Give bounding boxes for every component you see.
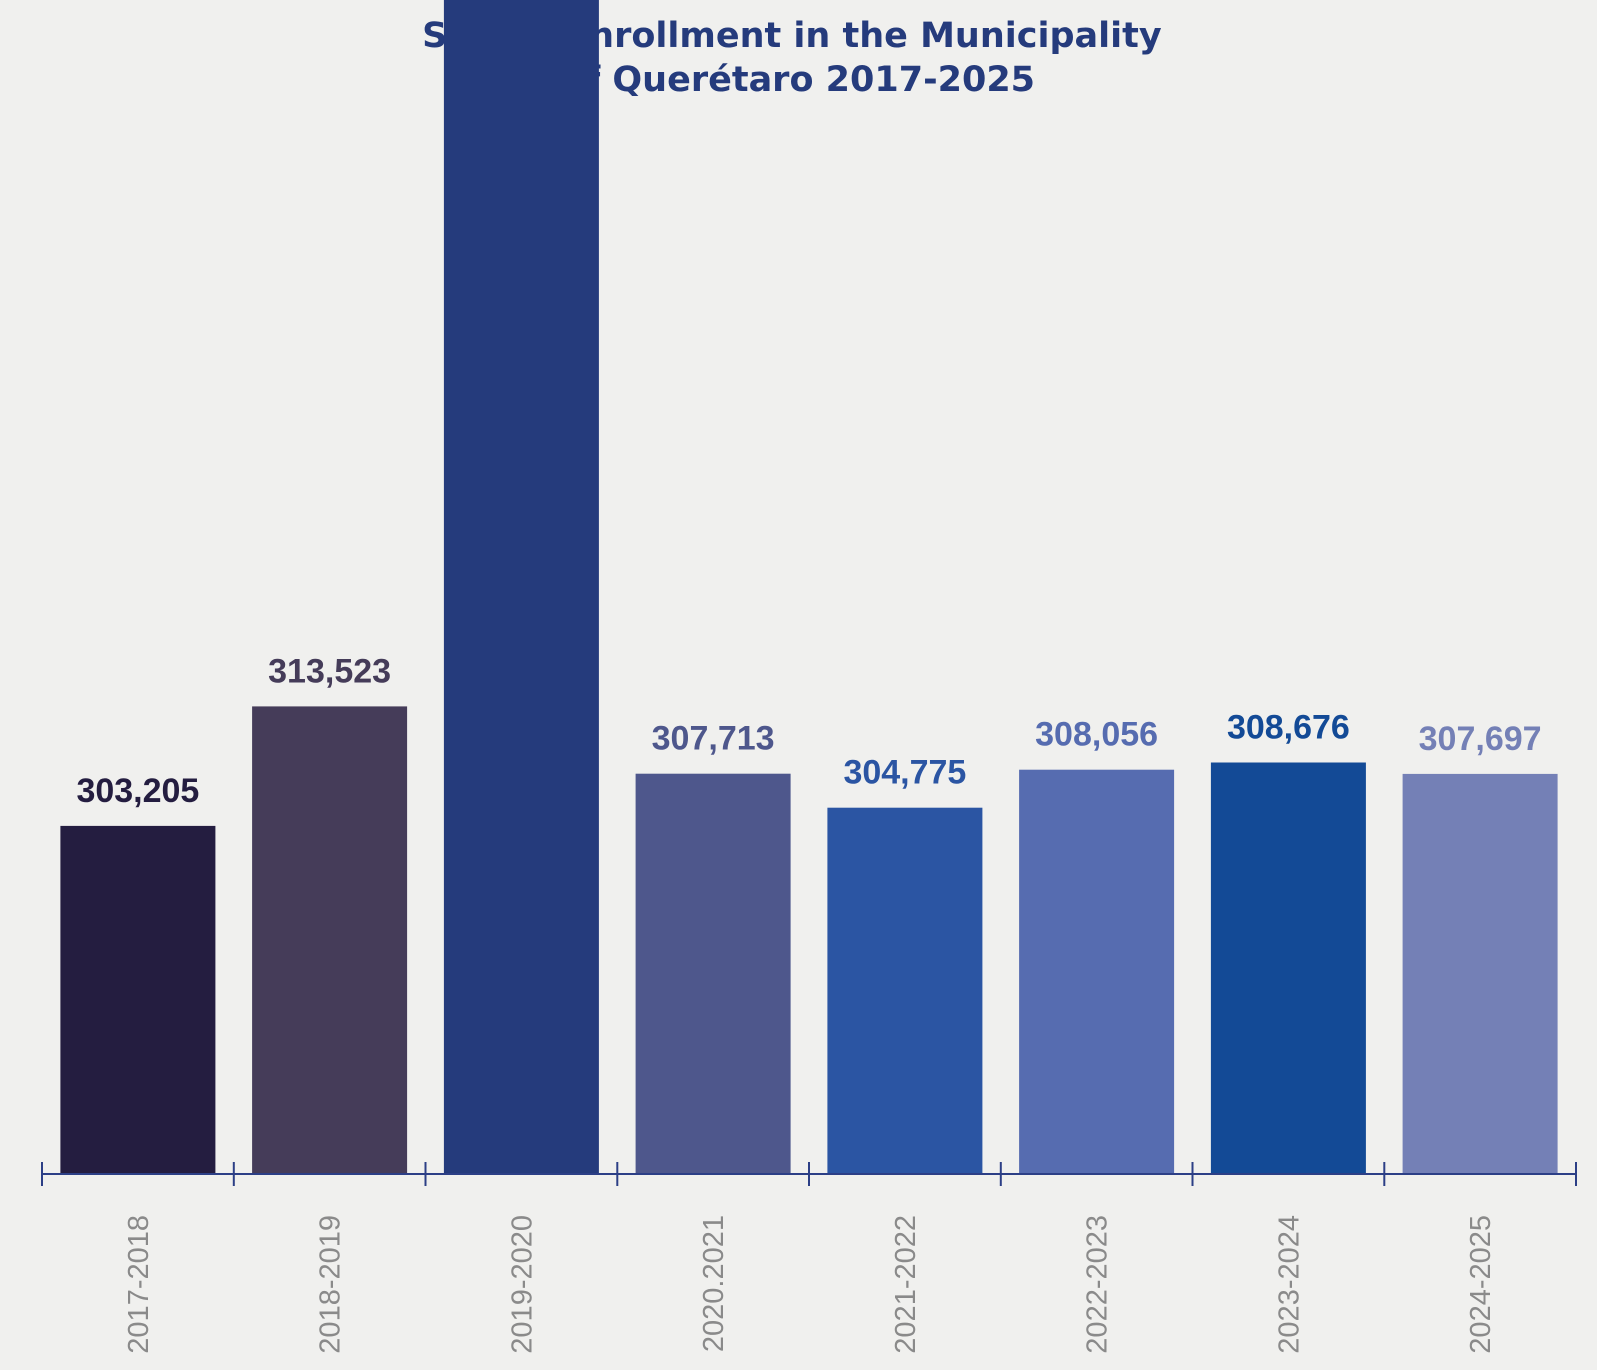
bar-2021-2022: [827, 807, 983, 1174]
x-tick-label-2022-2023: 2022-2023: [1082, 1215, 1114, 1354]
value-label-2022-2023: 308,056: [1035, 716, 1158, 754]
x-tick-label-2018-2019: 2018-2019: [315, 1215, 347, 1354]
bar-2020.2021: [635, 773, 791, 1174]
x-tick-label-2023-2024: 2023-2024: [1273, 1215, 1305, 1354]
bar-2022-2023: [1019, 769, 1175, 1174]
x-tick-label-2020.2021: 2020.2021: [698, 1215, 730, 1352]
value-labels-layer: 303,205313,523391,064307,713304,775308,0…: [76, 652, 1542, 810]
value-label-2023-2024: 308,676: [1227, 709, 1350, 747]
bar-2024-2025: [1402, 773, 1558, 1174]
value-label-2018-2019: 313,523: [268, 652, 391, 690]
x-tick-label-2021-2022: 2021-2022: [890, 1215, 922, 1354]
value-label-2024-2025: 307,697: [1419, 720, 1542, 758]
bar-2019-2020: [443, 0, 599, 1174]
value-label-2020.2021: 307,713: [652, 720, 775, 758]
value-label-2017-2018: 303,205: [76, 772, 199, 810]
x-tick-label-2017-2018: 2017-2018: [123, 1215, 155, 1354]
x-tick-label-2024-2025: 2024-2025: [1465, 1215, 1497, 1354]
bar-2023-2024: [1210, 762, 1366, 1174]
x-tick-labels: 2017-2018 2018-2019 2019-2020 2020.2021 2021…: [123, 1215, 1497, 1354]
bars-layer: [60, 0, 1558, 1174]
x-axis: [41, 1162, 1577, 1186]
bar-2017-2018: [60, 825, 216, 1174]
bar-2018-2019: [252, 706, 408, 1174]
value-label-2021-2022: 304,775: [843, 754, 966, 792]
x-tick-label-2019-2020: 2019-2020: [506, 1215, 538, 1354]
chart-title-line-2: of Querétaro 2017-2025: [561, 60, 1035, 100]
